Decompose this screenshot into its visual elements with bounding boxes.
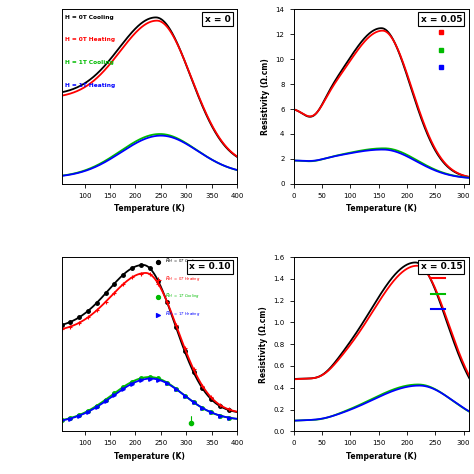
X-axis label: Temperature (K): Temperature (K) (346, 452, 417, 461)
Text: H = 0T Cooling: H = 0T Cooling (65, 15, 114, 20)
Text: $R_{H\ =\ 0T\ Heating}$: $R_{H\ =\ 0T\ Heating}$ (165, 274, 201, 285)
Text: H = 1T Cooling: H = 1T Cooling (65, 60, 114, 65)
X-axis label: Temperature (K): Temperature (K) (346, 204, 417, 213)
Text: $R_{H\ =\ 1T\ Cooling}$: $R_{H\ =\ 1T\ Cooling}$ (165, 292, 200, 302)
Text: x = 0.05: x = 0.05 (421, 15, 462, 24)
Text: H = 1T Heating: H = 1T Heating (65, 82, 115, 88)
Text: x = 0.15: x = 0.15 (420, 262, 462, 271)
Text: x = 0: x = 0 (205, 15, 230, 24)
Y-axis label: Resistivity (Ω.cm): Resistivity (Ω.cm) (261, 58, 270, 135)
Text: x = 0.10: x = 0.10 (189, 262, 230, 271)
Text: $R_{H\ =\ 1T\ Heating}$: $R_{H\ =\ 1T\ Heating}$ (165, 310, 201, 319)
X-axis label: Temperature (K): Temperature (K) (114, 204, 185, 213)
X-axis label: Temperature (K): Temperature (K) (114, 452, 185, 461)
Text: $R_{H\ =\ 0T\ Cooling}$: $R_{H\ =\ 0T\ Cooling}$ (165, 257, 200, 267)
Text: H = 0T Heating: H = 0T Heating (65, 37, 115, 42)
Y-axis label: Resistivity (Ω.cm): Resistivity (Ω.cm) (259, 306, 268, 383)
